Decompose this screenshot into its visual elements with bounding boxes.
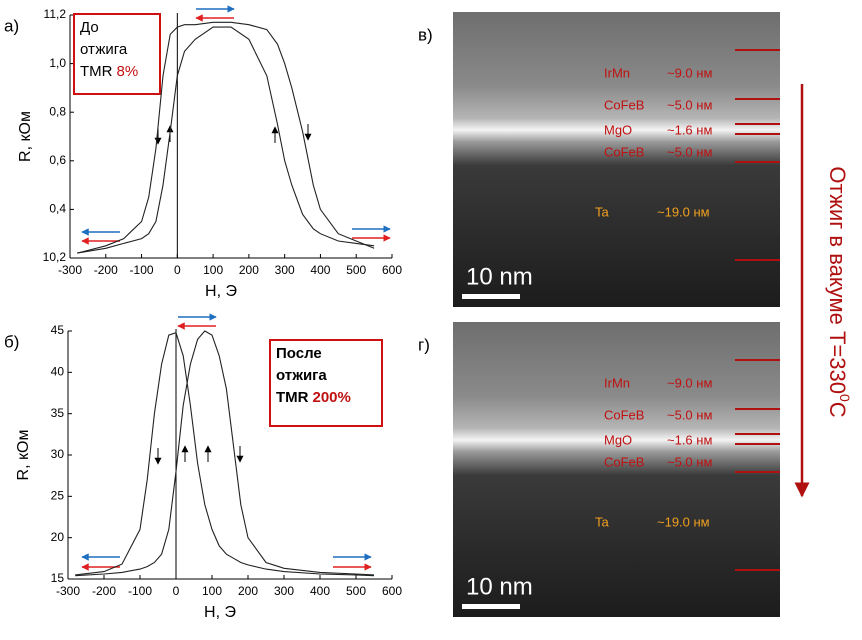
sweep-arrows [81, 5, 391, 571]
anneal-unit: C [825, 402, 850, 418]
x-tick-label: 200 [238, 584, 258, 598]
layer-name: MgO [604, 122, 632, 137]
layer-name: Ta [595, 514, 610, 529]
annotation-box [73, 13, 161, 95]
panel-label: в) [418, 25, 433, 44]
x-tick-label: 300 [275, 263, 295, 277]
x-tick-label: 200 [239, 263, 259, 277]
annotation-tmr-label: TMR [80, 63, 113, 80]
curve [77, 21, 375, 254]
layer-thickness: ~5.0 нм [667, 97, 712, 112]
x-tick-label: 300 [274, 584, 294, 598]
panel-label: б) [4, 332, 19, 351]
annotation-tmr-label: TMR [276, 389, 309, 406]
x-tick-label: 600 [382, 584, 402, 598]
x-tick-label: 100 [202, 584, 222, 598]
x-tick-label: 400 [310, 263, 330, 277]
tem-image [453, 322, 780, 617]
layer-name: CoFeB [604, 97, 644, 112]
layer-thickness: ~1.6 нм [667, 122, 712, 137]
y-tick-label: 0,6 [49, 153, 66, 167]
x-tick-label: -200 [94, 263, 118, 277]
x-tick-label: 500 [346, 584, 366, 598]
x-tick-label: 0 [174, 263, 181, 277]
x-tick-label: -300 [58, 263, 82, 277]
panel-label: г) [418, 335, 430, 354]
panel-label: а) [4, 16, 19, 35]
layer-thickness: ~1.6 нм [667, 432, 712, 447]
scale-bar [462, 604, 520, 609]
y-tick-label: 45 [51, 323, 65, 337]
x-tick-label: 400 [310, 584, 330, 598]
x-tick-label: -100 [130, 263, 154, 277]
y-tick-label: 25 [51, 489, 65, 503]
annotation-tmr: TMR 8% [80, 63, 138, 80]
y-tick-label: 30 [51, 447, 65, 461]
y-axis-label: R, кОм [17, 111, 34, 162]
x-axis-label: H, Э [205, 283, 237, 300]
anneal-label: Отжиг в вакуме T=3300C [825, 166, 853, 417]
layer-thickness: ~5.0 нм [667, 454, 712, 469]
anneal-text: Отжиг в вакуме T=330 [825, 166, 850, 394]
y-tick-label: 40 [51, 365, 65, 379]
x-tick-label: 0 [173, 584, 180, 598]
y-tick-label: 20 [51, 530, 65, 544]
layer-name: MgO [604, 432, 632, 447]
y-tick-label: 0,8 [49, 104, 66, 118]
layer-thickness: ~9.0 нм [667, 375, 712, 390]
annotation-tmr: TMR 200% [276, 389, 351, 406]
y-tick-label: 10,2 [43, 250, 67, 264]
layer-name: CoFeB [604, 407, 644, 422]
annotation-tmr-value: 200% [313, 389, 351, 406]
y-tick-label: 0,4 [49, 202, 66, 216]
x-tick-label: 100 [203, 263, 223, 277]
x-axis-label: H, Э [204, 604, 236, 621]
scale-label: 10 nm [466, 573, 533, 600]
y-tick-label: 35 [51, 406, 65, 420]
curve [77, 26, 375, 254]
annotation-line: отжига [80, 41, 128, 58]
layer-thickness: ~19.0 нм [657, 204, 710, 219]
annotation-line: До [80, 19, 99, 36]
y-tick-label: 11,2 [44, 7, 67, 21]
layer-thickness: ~5.0 нм [667, 144, 712, 159]
layer-thickness: ~9.0 нм [667, 65, 712, 80]
layer-thickness: ~5.0 нм [667, 407, 712, 422]
y-axis-label: R, кОм [15, 430, 32, 481]
layer-name: IrMn [604, 375, 630, 390]
x-tick-label: -300 [56, 584, 80, 598]
tem-image [453, 12, 780, 307]
annotation-tmr-value: 8% [117, 63, 139, 80]
x-tick-label: -200 [92, 584, 116, 598]
annotation-box [269, 339, 383, 427]
x-tick-label: 500 [346, 263, 366, 277]
anneal-sup: 0 [837, 394, 853, 402]
x-tick-label: 600 [382, 263, 402, 277]
x-tick-label: -100 [128, 584, 152, 598]
y-tick-label: 1,0 [49, 56, 66, 70]
layer-thickness: ~19.0 нм [657, 514, 710, 529]
layer-name: Ta [595, 204, 610, 219]
annotation-line: отжига [276, 367, 327, 384]
y-tick-label: 15 [51, 571, 65, 585]
annotation-line: После [276, 345, 322, 362]
layer-name: CoFeB [604, 454, 644, 469]
scale-bar [462, 294, 520, 299]
scale-label: 10 nm [466, 263, 533, 290]
curve [75, 332, 375, 577]
curve [75, 330, 375, 577]
layer-name: IrMn [604, 65, 630, 80]
layer-name: CoFeB [604, 144, 644, 159]
